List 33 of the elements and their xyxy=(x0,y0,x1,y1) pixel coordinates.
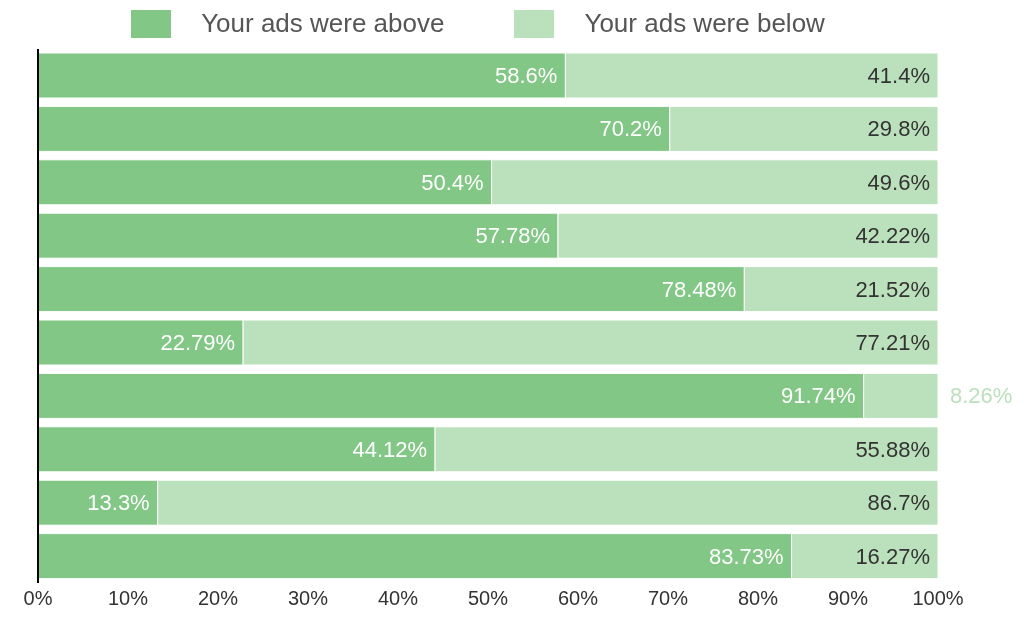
data-label: 91.74% xyxy=(781,383,856,409)
x-tick-label: 100% xyxy=(912,587,964,610)
data-label: 57.78% xyxy=(475,223,551,249)
data-label: 55.88% xyxy=(855,436,930,462)
data-label: 29.8% xyxy=(867,116,930,142)
data-label: 8.26% xyxy=(950,383,1013,409)
series-label: Your ads were above xyxy=(201,8,445,39)
data-label: 21.52% xyxy=(855,276,930,302)
data-label: 58.6% xyxy=(495,63,558,88)
x-tick-label: 10% xyxy=(107,587,149,610)
data-label: 22.79% xyxy=(160,330,236,355)
data-label: 49.6% xyxy=(867,169,930,195)
x-tick-label: 50% xyxy=(467,587,509,610)
data-label: 13.3% xyxy=(87,490,150,516)
x-tick-label: 0% xyxy=(23,587,53,610)
data-label: 16.27% xyxy=(855,543,930,569)
data-label: 78.48% xyxy=(661,276,737,302)
x-tick-label: 70% xyxy=(647,587,689,610)
data-label: 44.12% xyxy=(352,436,428,462)
legend-label: Your ads were below xyxy=(584,8,825,39)
x-tick-label: 20% xyxy=(197,587,239,610)
x-tick-label: 80% xyxy=(737,587,779,610)
data-label: 86.7% xyxy=(867,490,930,516)
x-tick-label: 90% xyxy=(827,587,869,610)
data-label: 42.22% xyxy=(855,223,930,249)
x-tick-label: 30% xyxy=(287,587,329,610)
data-label: 83.73% xyxy=(708,543,784,569)
data-label: 50.4% xyxy=(421,169,484,195)
data-label: 77.21% xyxy=(855,330,930,355)
data-label: 70.2% xyxy=(599,116,662,142)
x-tick-label: 60% xyxy=(557,587,599,610)
x-tick-label: 40% xyxy=(377,587,419,610)
data-label: 41.4% xyxy=(867,63,930,88)
